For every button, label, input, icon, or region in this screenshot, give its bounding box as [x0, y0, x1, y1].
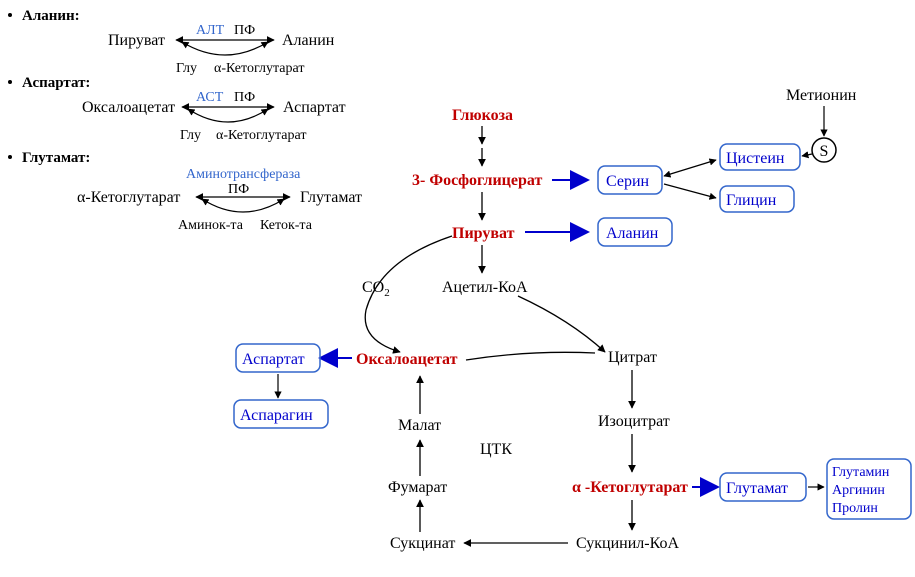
- rx2-sub2: α-Кетоглутарат: [216, 128, 306, 143]
- rx3-sub1: Аминок-та: [178, 218, 244, 233]
- node-akg: α -Кетоглутарат: [572, 479, 688, 496]
- node-arg: Аргинин: [832, 483, 885, 498]
- node-co2: CO2: [362, 279, 390, 299]
- rx2-sub1: Глу: [180, 128, 201, 143]
- rx3-enz: Аминотрансфераза: [186, 167, 301, 182]
- rx1-right: Аланин: [282, 32, 335, 49]
- hdr-alanine: Аланин:: [22, 8, 80, 24]
- node-glycine: Глицин: [726, 192, 777, 209]
- node-s: S: [820, 143, 829, 160]
- hdr-glutamate: Глутамат:: [22, 150, 90, 166]
- rx3-left: α-Кетоглутарат: [77, 189, 180, 206]
- rx2-left: Оксалоацетат: [82, 99, 175, 116]
- node-serine: Серин: [606, 173, 650, 190]
- node-aspartate: Аспартат: [242, 351, 305, 368]
- rx3-right: Глутамат: [300, 189, 362, 206]
- node-fumarate: Фумарат: [388, 479, 447, 496]
- node-pyruvate: Пируват: [452, 225, 515, 242]
- node-succoa: Сукцинил-КоА: [576, 535, 679, 552]
- node-malate: Малат: [398, 417, 441, 434]
- node-gln: Глутамин: [832, 465, 890, 480]
- node-succinate: Сукцинат: [390, 535, 455, 552]
- node-glutamate: Глутамат: [726, 480, 788, 497]
- node-isocitrate: Изоцитрат: [598, 413, 670, 430]
- node-tca: ЦТК: [480, 441, 512, 458]
- node-glucose: Глюкоза: [452, 107, 513, 124]
- node-oaa: Оксалоацетат: [356, 351, 458, 368]
- rx1-enz: АЛТ: [196, 23, 225, 38]
- rx1-sub2: α-Кетоглутарат: [214, 61, 304, 76]
- rx1-sub1: Глу: [176, 61, 197, 76]
- node-asparagine: Аспарагин: [240, 407, 313, 424]
- node-methionine: Метионин: [786, 87, 857, 104]
- node-pro: Пролин: [832, 501, 878, 516]
- rx3-cof: ПФ: [228, 182, 249, 197]
- rx2-cof: ПФ: [234, 90, 255, 105]
- rx3-sub2: Кеток-та: [260, 218, 313, 233]
- node-cysteine: Цистеин: [726, 150, 785, 167]
- node-pga: 3- Фосфоглицерат: [412, 172, 542, 189]
- rx2-enz: АСТ: [196, 90, 224, 105]
- node-alanine: Аланин: [606, 225, 659, 242]
- node-acetyl: Ацетил-КоА: [442, 279, 528, 296]
- node-citrate: Цитрат: [608, 349, 657, 366]
- rx2-right: Аспартат: [283, 99, 346, 116]
- rx1-cof: ПФ: [234, 23, 255, 38]
- hdr-aspartate: Аспартат:: [22, 75, 90, 91]
- rx1-left: Пируват: [108, 32, 165, 49]
